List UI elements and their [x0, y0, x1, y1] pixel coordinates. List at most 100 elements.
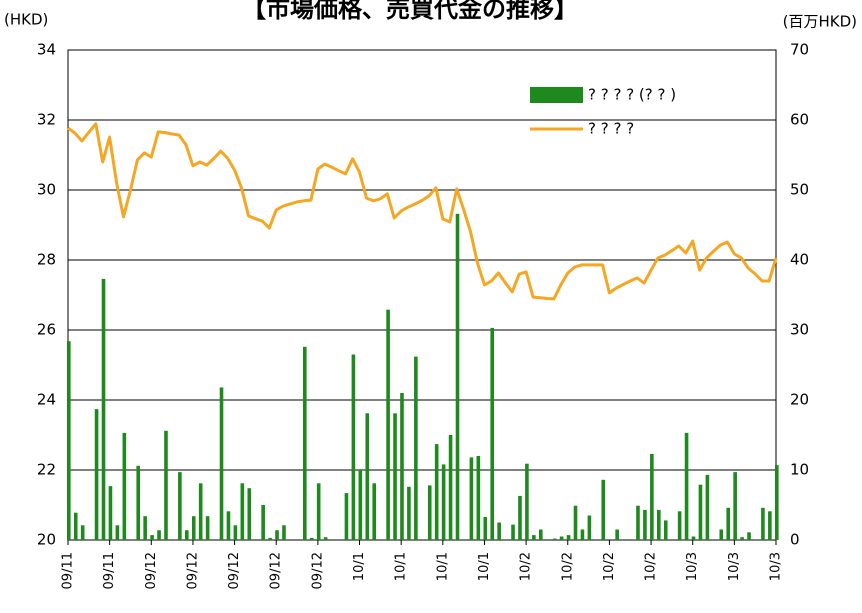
y2-tick-label: 60 [790, 111, 809, 129]
bar [185, 530, 189, 540]
y-tick-label: 34 [37, 41, 56, 59]
x-tick-label: 10/3 [685, 552, 700, 581]
bar [261, 505, 265, 540]
price-line [67, 122, 778, 301]
y2-tick-label: 10 [790, 461, 809, 479]
bar [469, 457, 474, 540]
bar [400, 393, 404, 540]
legend-swatch [530, 87, 583, 103]
x-tick-label: 10/2 [644, 552, 659, 581]
x-tick-label: 10/2 [519, 552, 534, 581]
bar [733, 472, 737, 540]
x-tick-label: 09/12 [227, 552, 242, 589]
bar [747, 532, 751, 540]
legend-label: ? ? ? ? (? ? ) [588, 86, 676, 104]
bar [532, 535, 536, 540]
bar [448, 435, 453, 540]
x-tick-label: 10/1 [477, 552, 492, 581]
bar [726, 507, 731, 540]
bar [684, 432, 689, 540]
x-tick-label: 09/12 [144, 552, 159, 589]
bar [636, 505, 640, 540]
bar [434, 444, 439, 540]
x-tick-label: 10/3 [769, 552, 784, 581]
bar [643, 509, 647, 540]
bar [518, 495, 522, 540]
bar [233, 525, 238, 540]
bar [157, 530, 161, 540]
y-tick-label: 28 [37, 251, 56, 269]
y-tick-label: 20 [37, 531, 56, 549]
bar [490, 327, 495, 540]
bar [309, 537, 314, 540]
bar [719, 529, 724, 540]
bar [539, 529, 543, 540]
bar [198, 483, 203, 540]
bar [67, 341, 71, 540]
x-tick-label: 10/3 [727, 552, 742, 581]
bar [316, 483, 321, 540]
y2-tick-label: 50 [790, 181, 809, 199]
bar [476, 456, 481, 540]
y-tick-label: 32 [37, 111, 56, 129]
y-axis-label: (HKD) [4, 11, 48, 29]
x-tick-label: 09/12 [185, 552, 200, 589]
x-tick-label: 09/12 [269, 552, 284, 589]
bar [705, 474, 710, 540]
bar [323, 537, 328, 540]
bar [775, 465, 779, 540]
bar [573, 505, 578, 540]
bar [178, 472, 182, 540]
bar [303, 346, 307, 540]
bar [191, 516, 196, 540]
bar [136, 465, 141, 540]
bar [122, 432, 127, 540]
bar [164, 430, 168, 540]
bar [344, 493, 349, 540]
bar [365, 413, 370, 540]
x-tick-label: 10/1 [352, 552, 367, 581]
bar [511, 524, 515, 540]
x-tick-label: 10/1 [394, 552, 409, 581]
bar [282, 525, 286, 540]
bar [275, 530, 279, 540]
bar [372, 483, 377, 540]
bar [427, 485, 432, 540]
y-tick-label: 22 [37, 461, 56, 479]
y2-tick-label: 30 [790, 321, 809, 339]
bar [247, 488, 252, 540]
bar [677, 511, 682, 540]
bar [80, 525, 85, 540]
bar [663, 520, 668, 540]
bar [615, 529, 619, 540]
bar [115, 525, 120, 540]
y2-tick-label: 70 [790, 41, 809, 59]
y2-tick-label: 0 [790, 531, 800, 549]
x-tick-label: 09/11 [61, 552, 76, 589]
x-tick-label: 09/12 [310, 552, 325, 589]
bar [94, 409, 99, 540]
bar [761, 507, 765, 540]
legend-label: ? ? ? ? [588, 120, 634, 138]
y-tick-label: 24 [37, 391, 56, 409]
plot-frame [67, 49, 777, 541]
bar [414, 356, 418, 540]
y2-tick-label: 40 [790, 251, 809, 269]
y-tick-label: 30 [37, 181, 56, 199]
bar [226, 511, 231, 540]
x-tick-label: 10/2 [602, 552, 617, 581]
x-tick-label: 10/2 [560, 552, 575, 581]
bar [268, 537, 272, 540]
bar [73, 512, 78, 540]
bar [691, 536, 696, 540]
bar [698, 484, 703, 540]
bar [525, 463, 529, 540]
bar [650, 453, 654, 540]
bar [768, 511, 772, 540]
bar [240, 483, 245, 540]
chart-title: 【市場価格、売買代金の推移】 [242, 0, 578, 23]
bar [219, 387, 224, 540]
bar [441, 464, 446, 540]
bar [455, 213, 460, 541]
bar [587, 515, 592, 540]
